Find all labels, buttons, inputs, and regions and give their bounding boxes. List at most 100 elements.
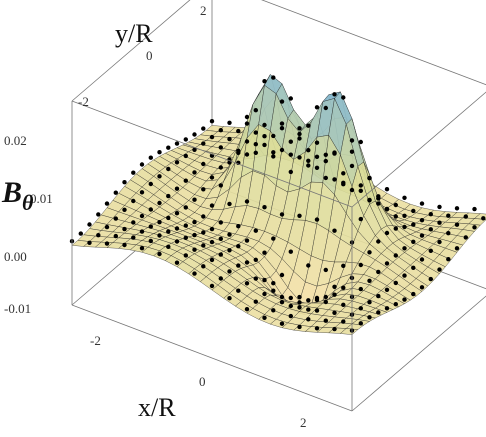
data-point [262, 142, 267, 148]
box-edge [351, 295, 486, 412]
data-point [183, 223, 188, 228]
data-point [157, 150, 162, 155]
data-point [236, 224, 241, 229]
data-point [306, 263, 311, 268]
data-point [131, 220, 136, 225]
data-point [218, 128, 223, 133]
data-point [227, 201, 232, 207]
data-point [192, 219, 197, 225]
data-point [209, 119, 215, 124]
data-point [279, 126, 285, 131]
data-point [393, 302, 398, 307]
data-point [419, 285, 425, 290]
data-point [271, 150, 276, 155]
data-point [166, 145, 171, 150]
data-point [244, 307, 250, 312]
data-point [174, 141, 180, 146]
data-point [428, 227, 433, 232]
data-point [393, 253, 398, 258]
data-point [279, 294, 285, 300]
data-point [279, 272, 285, 278]
data-point [288, 169, 293, 175]
data-point [332, 150, 337, 155]
data-point [411, 222, 416, 227]
data-point [253, 150, 258, 155]
data-point [244, 139, 250, 144]
data-point [271, 154, 276, 159]
x-tick-label: 0 [199, 374, 206, 389]
z-axis-label: Bθ [1, 176, 34, 215]
data-points [69, 75, 486, 333]
data-point [113, 216, 119, 221]
data-point [297, 155, 302, 160]
data-point [183, 205, 188, 210]
data-point [157, 251, 162, 257]
data-point [157, 174, 162, 179]
data-point [253, 276, 258, 281]
data-point [402, 273, 407, 278]
data-point [244, 238, 250, 243]
data-point [201, 214, 206, 219]
data-point [87, 240, 92, 245]
data-point [358, 262, 363, 268]
data-point [384, 261, 390, 266]
data-point [367, 315, 372, 320]
data-point [236, 128, 241, 134]
data-point [244, 281, 250, 286]
data-point [358, 183, 363, 188]
data-point [446, 213, 451, 218]
data-point [174, 186, 180, 191]
data-point [402, 213, 407, 218]
data-point [297, 305, 302, 310]
z-tick-label: -0.01 [4, 301, 31, 316]
data-point [288, 313, 293, 319]
plot-box-front [71, 91, 486, 412]
data-point [279, 321, 285, 326]
data-point [297, 213, 302, 218]
data-point [271, 236, 276, 241]
data-point [341, 319, 346, 324]
data-point [437, 239, 442, 245]
data-point [358, 216, 363, 222]
data-point [306, 158, 311, 163]
data-point [288, 139, 293, 144]
data-point [341, 95, 346, 100]
data-point [148, 155, 153, 160]
data-point [411, 265, 416, 270]
data-point [376, 269, 381, 275]
data-point [314, 308, 320, 313]
data-point [218, 183, 223, 188]
data-point [201, 243, 206, 248]
data-point [244, 260, 250, 265]
data-point [419, 257, 425, 262]
x-tick-label: -2 [90, 333, 101, 348]
data-point [349, 138, 355, 143]
data-point [297, 324, 302, 330]
data-point [139, 246, 145, 251]
data-point [157, 200, 162, 206]
data-point [139, 213, 145, 219]
data-point [332, 177, 337, 182]
data-point [87, 222, 92, 227]
data-point [446, 257, 451, 262]
data-point [411, 208, 416, 214]
data-point [201, 161, 206, 167]
box-edge [71, 100, 353, 208]
y-tick-label: 2 [200, 3, 207, 18]
data-point [209, 239, 215, 245]
data-point [218, 145, 223, 150]
data-point [411, 239, 416, 244]
box-edge [71, 304, 353, 412]
x-axis-ticks: -2 0 2 [90, 333, 307, 430]
data-point [297, 300, 302, 305]
data-point [148, 224, 153, 229]
data-point [209, 226, 215, 232]
data-point [148, 181, 153, 187]
data-point [227, 269, 232, 274]
data-point [262, 250, 267, 255]
data-point [227, 136, 232, 142]
data-point [297, 136, 302, 141]
data-point [279, 212, 285, 217]
data-point [463, 214, 468, 219]
